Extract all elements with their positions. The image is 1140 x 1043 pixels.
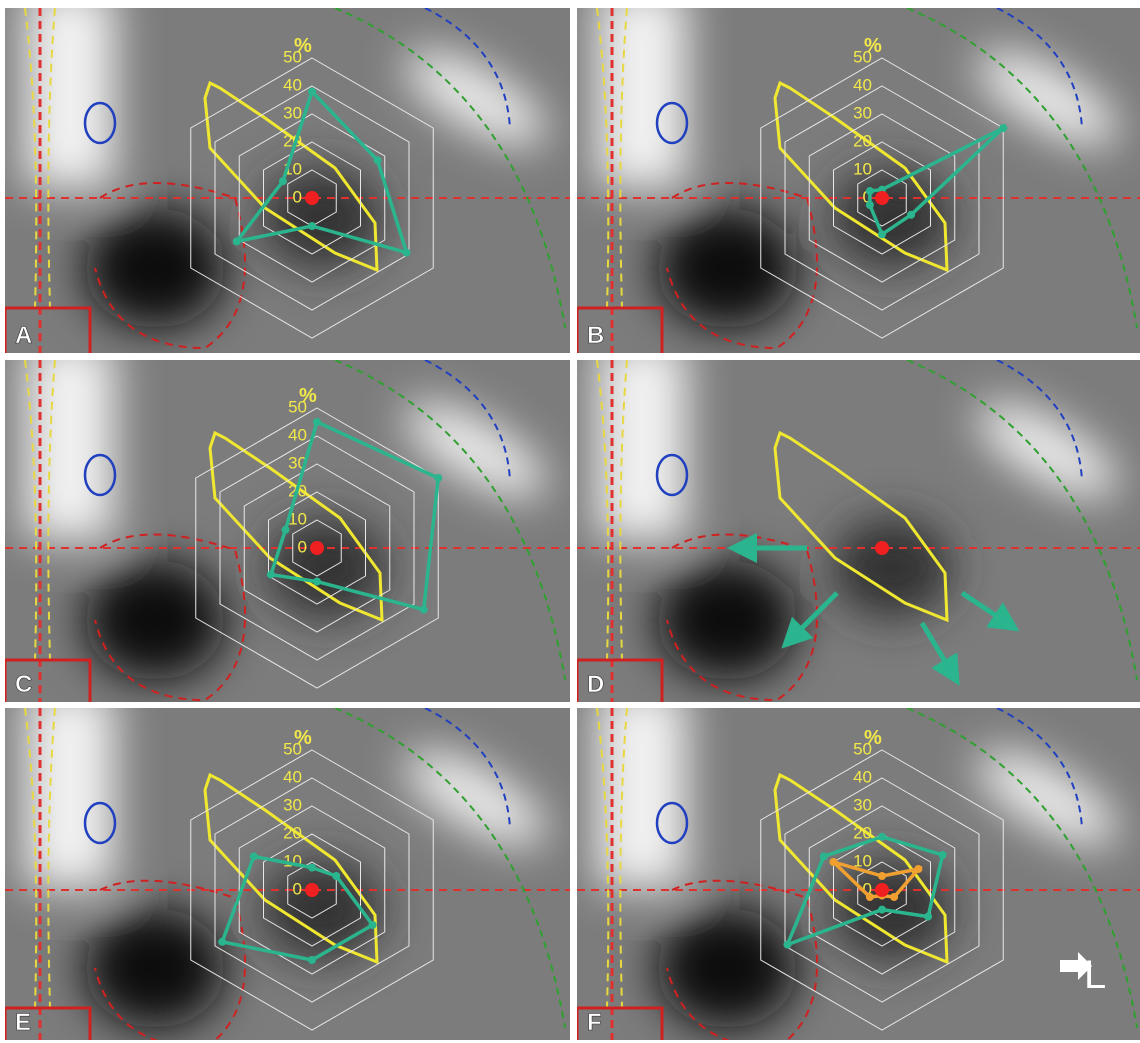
radar-unit: % — [294, 727, 312, 749]
radar-vertex — [866, 201, 874, 209]
radar-vertex — [878, 906, 886, 914]
radar-unit: % — [864, 727, 882, 749]
radar-vertex — [279, 177, 287, 185]
radar-vertex — [250, 852, 258, 860]
radar-tick-label: 30 — [853, 795, 872, 814]
radar-tick-label: 40 — [283, 767, 302, 786]
radar-vertex — [308, 88, 316, 96]
radar-vertex — [866, 187, 874, 195]
center-dot — [875, 541, 889, 555]
orientation-label: L — [1084, 953, 1106, 997]
radar-vertex — [878, 833, 886, 841]
panel: D — [577, 340, 1140, 720]
radar-vertex — [914, 865, 922, 873]
radar-tick-label: 30 — [283, 103, 302, 122]
radar-vertex — [999, 124, 1007, 132]
dark-region — [657, 908, 797, 1028]
radar-vertex — [907, 211, 915, 219]
radar-vertex — [820, 852, 828, 860]
radar-vertex — [939, 851, 947, 859]
panel-label: F — [587, 1009, 602, 1036]
panel-label: C — [15, 671, 32, 698]
radar-tick-label: 30 — [853, 103, 872, 122]
center-dot — [875, 191, 889, 205]
dark-region — [657, 560, 797, 680]
center-dot — [305, 883, 319, 897]
radar-vertex — [420, 606, 428, 614]
center-dot — [875, 883, 889, 897]
panel-label: D — [587, 671, 604, 698]
figure: 01020304050%A01020304050%B01020304050%CD… — [0, 0, 1140, 1043]
dark-region — [657, 208, 797, 328]
panel-label: B — [587, 322, 604, 349]
radar-vertex — [313, 578, 321, 586]
dark-region — [85, 208, 225, 328]
radar-vertex — [308, 222, 316, 230]
radar-unit: % — [864, 35, 882, 57]
radar-tick-label: 20 — [283, 823, 302, 842]
radar-vertex — [373, 156, 381, 164]
radar-vertex — [281, 526, 289, 534]
radar-vertex — [878, 230, 886, 238]
radar-tick-label: 20 — [853, 131, 872, 150]
radar-vertex — [403, 249, 411, 257]
panel-label: A — [15, 322, 32, 349]
radar-vertex — [267, 571, 275, 579]
panel-label: E — [15, 1009, 31, 1036]
radar-vertex — [878, 872, 886, 880]
radar-vertex — [313, 418, 321, 426]
radar-vertex — [218, 938, 226, 946]
radar-tick-label: 10 — [853, 159, 872, 178]
radar-vertex — [308, 864, 316, 872]
radar-vertex — [233, 237, 241, 245]
center-dot — [305, 191, 319, 205]
radar-vertex — [830, 858, 838, 866]
radar-tick-label: 0 — [293, 879, 302, 898]
radar-tick-label: 40 — [853, 767, 872, 786]
radar-vertex — [866, 893, 874, 901]
dark-region — [85, 560, 225, 680]
radar-vertex — [890, 893, 898, 901]
radar-tick-label: 40 — [288, 425, 307, 444]
radar-tick-label: 40 — [283, 75, 302, 94]
radar-vertex — [308, 956, 316, 964]
radar-tick-label: 40 — [853, 75, 872, 94]
radar-tick-label: 30 — [283, 795, 302, 814]
radar-tick-label: 0 — [298, 537, 307, 556]
radar-unit: % — [294, 35, 312, 57]
radar-vertex — [332, 872, 340, 880]
radar-vertex — [924, 913, 932, 921]
panel: 01020304050%FL — [577, 688, 1140, 1043]
radar-tick-label: 0 — [293, 187, 302, 206]
radar-vertex — [434, 474, 442, 482]
radar-vertex — [369, 921, 377, 929]
center-dot — [310, 541, 324, 555]
radar-vertex — [783, 941, 791, 949]
radar-unit: % — [299, 385, 317, 407]
